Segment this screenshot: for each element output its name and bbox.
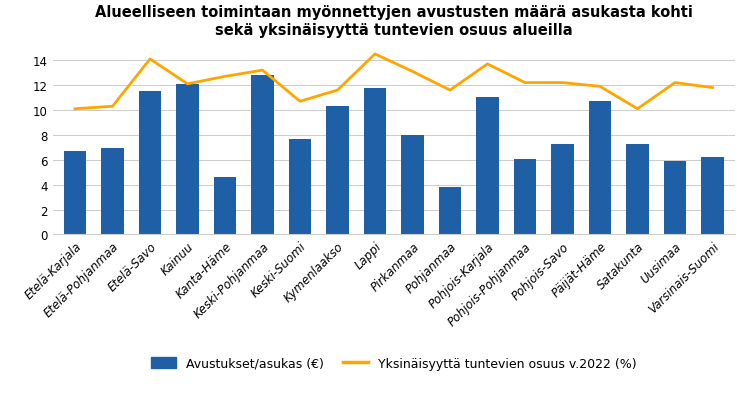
Bar bbox=[64, 152, 86, 235]
Bar bbox=[101, 149, 124, 235]
Bar bbox=[214, 177, 236, 235]
Bar bbox=[514, 160, 536, 235]
Bar bbox=[551, 144, 574, 235]
Bar bbox=[701, 158, 724, 235]
Bar bbox=[664, 162, 686, 235]
Bar bbox=[401, 136, 424, 235]
Bar bbox=[364, 89, 386, 235]
Bar bbox=[439, 187, 461, 235]
Bar bbox=[476, 98, 499, 235]
Bar bbox=[139, 92, 161, 235]
Title: Alueelliseen toimintaan myönnettyjen avustusten määrä asukasta kohti
sekä yksinä: Alueelliseen toimintaan myönnettyjen avu… bbox=[94, 5, 693, 38]
Bar bbox=[176, 84, 199, 235]
Bar bbox=[626, 145, 649, 235]
Legend: Avustukset/asukas (€), Yksinäisyyttä tuntevien osuus v.2022 (%): Avustukset/asukas (€), Yksinäisyyttä tun… bbox=[151, 357, 636, 370]
Bar bbox=[289, 140, 311, 235]
Bar bbox=[251, 75, 274, 235]
Bar bbox=[326, 107, 349, 235]
Bar bbox=[589, 102, 611, 235]
